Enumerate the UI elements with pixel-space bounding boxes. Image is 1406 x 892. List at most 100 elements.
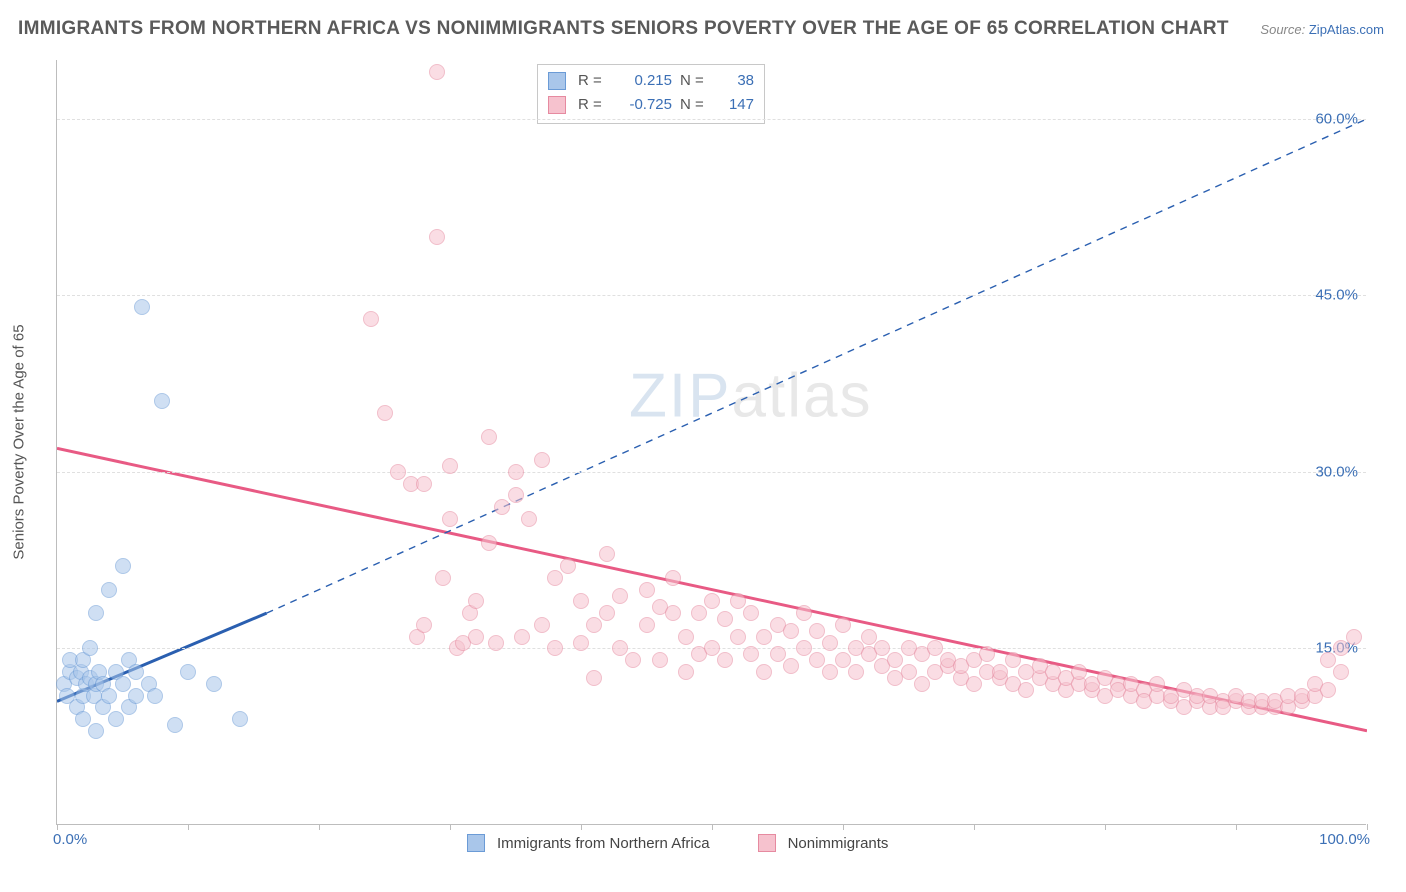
legend-label-immigrants: Immigrants from Northern Africa bbox=[497, 835, 710, 852]
scatter-point-nonimmigrants bbox=[730, 593, 746, 609]
scatter-point-nonimmigrants bbox=[639, 617, 655, 633]
scatter-point-nonimmigrants bbox=[560, 558, 576, 574]
x-tick bbox=[1367, 824, 1368, 830]
scatter-point-nonimmigrants bbox=[429, 229, 445, 245]
scatter-point-nonimmigrants bbox=[599, 605, 615, 621]
scatter-point-immigrants bbox=[82, 640, 98, 656]
scatter-point-nonimmigrants bbox=[678, 664, 694, 680]
scatter-point-nonimmigrants bbox=[1071, 664, 1087, 680]
scatter-point-nonimmigrants bbox=[743, 646, 759, 662]
stats-box: R = 0.215 N = 38 R = -0.725 N = 147 bbox=[537, 64, 765, 124]
swatch-immigrants bbox=[548, 72, 566, 90]
scatter-point-immigrants bbox=[101, 582, 117, 598]
stats-n-immigrants: 38 bbox=[716, 69, 754, 93]
scatter-point-nonimmigrants bbox=[508, 487, 524, 503]
scatter-point-nonimmigrants bbox=[1320, 652, 1336, 668]
source-attribution: Source: ZipAtlas.com bbox=[1260, 22, 1384, 37]
scatter-point-nonimmigrants bbox=[1018, 682, 1034, 698]
scatter-point-nonimmigrants bbox=[442, 458, 458, 474]
stats-row-immigrants: R = 0.215 N = 38 bbox=[548, 69, 754, 93]
legend-label-nonimmigrants: Nonimmigrants bbox=[788, 835, 889, 852]
scatter-point-nonimmigrants bbox=[639, 582, 655, 598]
x-tick bbox=[843, 824, 844, 830]
scatter-point-nonimmigrants bbox=[992, 664, 1008, 680]
scatter-point-nonimmigrants bbox=[678, 629, 694, 645]
scatter-point-nonimmigrants bbox=[468, 629, 484, 645]
scatter-point-nonimmigrants bbox=[416, 476, 432, 492]
scatter-point-nonimmigrants bbox=[586, 670, 602, 686]
scatter-point-nonimmigrants bbox=[514, 629, 530, 645]
scatter-point-nonimmigrants bbox=[521, 511, 537, 527]
x-tick bbox=[1105, 824, 1106, 830]
x-tick bbox=[581, 824, 582, 830]
scatter-point-nonimmigrants bbox=[508, 464, 524, 480]
x-tick bbox=[57, 824, 58, 830]
x-tick bbox=[450, 824, 451, 830]
scatter-point-immigrants bbox=[147, 688, 163, 704]
scatter-point-immigrants bbox=[115, 676, 131, 692]
scatter-point-immigrants bbox=[101, 688, 117, 704]
scatter-point-nonimmigrants bbox=[612, 640, 628, 656]
scatter-point-nonimmigrants bbox=[835, 617, 851, 633]
scatter-point-nonimmigrants bbox=[730, 629, 746, 645]
scatter-point-nonimmigrants bbox=[599, 546, 615, 562]
scatter-point-nonimmigrants bbox=[1346, 629, 1362, 645]
scatter-point-nonimmigrants bbox=[547, 570, 563, 586]
scatter-point-nonimmigrants bbox=[835, 652, 851, 668]
stats-n-nonimmigrants: 147 bbox=[716, 93, 754, 117]
scatter-point-nonimmigrants bbox=[743, 605, 759, 621]
trend-line bbox=[267, 119, 1367, 613]
legend-item-immigrants: Immigrants from Northern Africa bbox=[467, 834, 710, 852]
scatter-point-nonimmigrants bbox=[966, 676, 982, 692]
scatter-point-nonimmigrants bbox=[429, 64, 445, 80]
scatter-point-nonimmigrants bbox=[494, 499, 510, 515]
scatter-point-immigrants bbox=[167, 717, 183, 733]
scatter-point-nonimmigrants bbox=[717, 611, 733, 627]
scatter-point-nonimmigrants bbox=[665, 605, 681, 621]
scatter-point-nonimmigrants bbox=[1333, 664, 1349, 680]
x-tick bbox=[319, 824, 320, 830]
scatter-point-nonimmigrants bbox=[809, 652, 825, 668]
trend-lines-layer bbox=[57, 60, 1367, 825]
y-tick-label: 60.0% bbox=[1315, 110, 1358, 127]
scatter-point-nonimmigrants bbox=[874, 640, 890, 656]
scatter-point-immigrants bbox=[206, 676, 222, 692]
scatter-point-nonimmigrants bbox=[691, 605, 707, 621]
scatter-point-nonimmigrants bbox=[796, 605, 812, 621]
legend-item-nonimmigrants: Nonimmigrants bbox=[758, 834, 889, 852]
scatter-point-immigrants bbox=[232, 711, 248, 727]
scatter-point-nonimmigrants bbox=[573, 635, 589, 651]
gridline-h bbox=[57, 119, 1366, 120]
source-link[interactable]: ZipAtlas.com bbox=[1309, 22, 1384, 37]
swatch-nonimmigrants bbox=[548, 96, 566, 114]
y-tick-label: 30.0% bbox=[1315, 463, 1358, 480]
scatter-point-immigrants bbox=[88, 723, 104, 739]
scatter-point-nonimmigrants bbox=[914, 676, 930, 692]
scatter-point-nonimmigrants bbox=[1320, 682, 1336, 698]
scatter-point-nonimmigrants bbox=[377, 405, 393, 421]
stats-n-label: N = bbox=[680, 93, 708, 117]
x-tick bbox=[974, 824, 975, 830]
gridline-h bbox=[57, 295, 1366, 296]
scatter-point-nonimmigrants bbox=[704, 593, 720, 609]
stats-r-immigrants: 0.215 bbox=[614, 69, 672, 93]
source-label: Source: bbox=[1260, 22, 1305, 37]
scatter-point-nonimmigrants bbox=[488, 635, 504, 651]
scatter-point-nonimmigrants bbox=[1149, 676, 1165, 692]
scatter-point-immigrants bbox=[108, 711, 124, 727]
x-tick bbox=[1236, 824, 1237, 830]
scatter-point-nonimmigrants bbox=[534, 617, 550, 633]
scatter-point-nonimmigrants bbox=[435, 570, 451, 586]
gridline-h bbox=[57, 472, 1366, 473]
scatter-point-immigrants bbox=[88, 605, 104, 621]
scatter-point-nonimmigrants bbox=[796, 640, 812, 656]
scatter-point-immigrants bbox=[180, 664, 196, 680]
bottom-legend: Immigrants from Northern Africa Nonimmig… bbox=[467, 834, 888, 852]
scatter-point-immigrants bbox=[75, 711, 91, 727]
legend-swatch-immigrants bbox=[467, 834, 485, 852]
stats-n-label: N = bbox=[680, 69, 708, 93]
chart-container: IMMIGRANTS FROM NORTHERN AFRICA VS NONIM… bbox=[0, 0, 1406, 892]
scatter-point-nonimmigrants bbox=[442, 511, 458, 527]
scatter-point-nonimmigrants bbox=[390, 464, 406, 480]
scatter-point-nonimmigrants bbox=[625, 652, 641, 668]
